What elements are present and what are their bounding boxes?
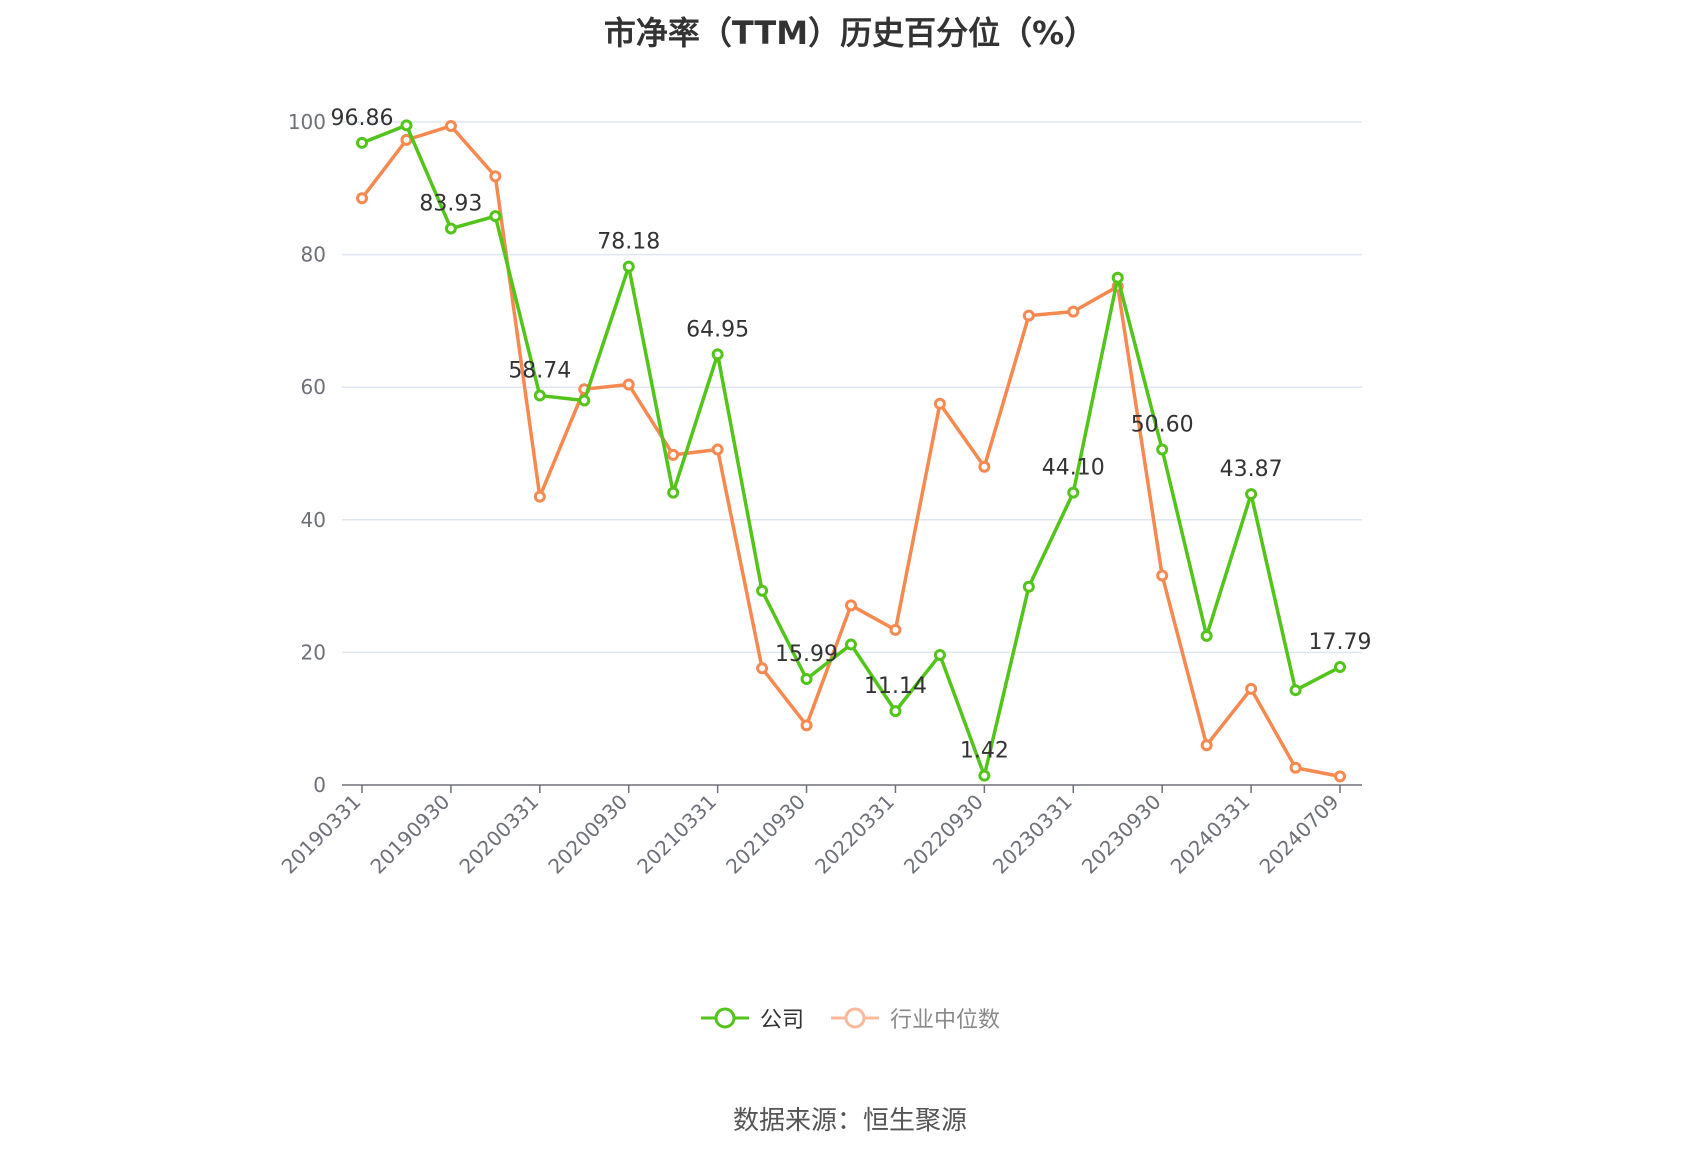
data-point-company <box>578 394 591 407</box>
legend-label-company: 公司 <box>759 1008 804 1033</box>
legend: 公司 行业中位数 <box>0 1002 1700 1034</box>
data-point-company <box>1289 684 1302 697</box>
data-label: 43.87 <box>1220 457 1283 482</box>
series-layer <box>356 119 1346 783</box>
x-tick-label: 20240709 <box>1255 790 1344 879</box>
data-point-industry <box>1200 739 1213 752</box>
data-point-industry <box>444 119 457 132</box>
chart-title: 市净率（TTM）历史百分位（%） <box>603 14 1097 52</box>
data-label: 58.74 <box>508 359 571 384</box>
x-tick-label: 20230331 <box>988 790 1077 879</box>
data-point-company <box>622 260 635 273</box>
y-tick-label: 40 <box>301 508 326 532</box>
x-tick-label: 20210331 <box>632 790 721 879</box>
data-point-industry <box>800 719 813 732</box>
x-tick-label: 20200331 <box>454 790 543 879</box>
x-tick-label: 20240331 <box>1166 790 1255 879</box>
data-point-industry <box>1289 761 1302 774</box>
x-tick-label: 20190331 <box>277 790 366 879</box>
data-point-industry <box>845 599 857 612</box>
data-point-industry <box>1245 682 1258 695</box>
x-tick-label: 20210930 <box>721 790 810 879</box>
data-label: 11.14 <box>864 674 927 699</box>
data-point-industry <box>889 623 902 636</box>
data-point-company <box>1022 580 1035 593</box>
data-point-company <box>444 222 457 235</box>
data-point-company <box>756 584 769 597</box>
data-point-company <box>356 136 368 149</box>
data-label: 50.60 <box>1131 413 1194 438</box>
y-tick-label: 60 <box>301 375 326 399</box>
x-tick-label: 20220331 <box>810 790 899 879</box>
data-label: 15.99 <box>775 642 838 667</box>
data-label: 1.42 <box>960 739 1009 764</box>
label-layer: 96.86 83.93 58.74 78.18 64.95 15.99 11.14 1.42 4… <box>331 106 1372 764</box>
data-point-company <box>933 649 946 662</box>
series-line-industry <box>360 124 1341 779</box>
data-point-industry <box>756 662 769 675</box>
legend-company-line-icon <box>700 1007 749 1029</box>
y-tick-label: 0 <box>313 773 326 797</box>
data-point-industry <box>1156 569 1169 582</box>
data-source: 数据来源：恒生聚源 <box>732 1106 967 1136</box>
data-point-industry <box>933 397 946 410</box>
legend-industry-line-icon <box>831 1007 879 1029</box>
data-point-company <box>845 638 857 651</box>
data-label: 44.10 <box>1042 456 1105 481</box>
x-tick-label: 20220930 <box>899 790 988 879</box>
legend-label-industry: 行业中位数 <box>890 1008 1001 1033</box>
data-point-company <box>1111 271 1124 284</box>
data-point-industry <box>1067 305 1080 318</box>
x-tick-label: 20230930 <box>1077 790 1166 879</box>
x-tick-label: 20190930 <box>365 790 454 879</box>
data-label: 17.79 <box>1309 630 1372 655</box>
data-point-company <box>889 705 902 718</box>
data-point-company <box>711 348 724 361</box>
data-point-company <box>978 769 991 782</box>
data-point-company <box>1156 443 1169 456</box>
data-point-company <box>533 389 546 402</box>
data-point-industry <box>711 443 724 456</box>
grid-layer <box>342 121 1362 654</box>
data-point-industry <box>667 448 680 461</box>
data-point-industry <box>1022 309 1035 322</box>
y-tick-label: 20 <box>301 640 326 664</box>
line-chart: 0 20 40 60 80 100 20190331 20190930 20200331 2020… <box>277 106 1372 879</box>
data-point-company <box>1245 488 1258 501</box>
series-line-company <box>361 123 1341 778</box>
data-label: 64.95 <box>686 317 749 342</box>
data-label: 78.18 <box>597 230 660 255</box>
data-point-industry <box>533 490 546 503</box>
data-point-company <box>489 210 502 223</box>
x-tick-label: 20200930 <box>543 790 632 879</box>
data-label: 96.86 <box>331 106 394 131</box>
y-tick-label: 100 <box>288 110 326 134</box>
data-point-company <box>1200 629 1213 642</box>
data-point-company <box>1334 661 1346 674</box>
data-point-industry <box>622 378 635 391</box>
data-point-industry <box>978 460 991 473</box>
data-point-company <box>400 119 413 132</box>
axis-layer: 0 20 40 60 80 100 20190331 20190930 20200331 2020… <box>277 110 1362 879</box>
data-point-company <box>1067 486 1080 499</box>
data-point-industry <box>356 192 368 205</box>
data-label: 83.93 <box>419 192 482 217</box>
legend-item-industry[interactable]: 行业中位数 <box>830 1002 1000 1034</box>
data-point-industry <box>489 170 502 183</box>
data-point-company <box>667 486 680 499</box>
data-point-industry <box>1334 770 1346 783</box>
data-point-company <box>800 672 813 685</box>
legend-item-company[interactable]: 公司 <box>700 1002 804 1034</box>
y-tick-label: 80 <box>301 243 326 267</box>
